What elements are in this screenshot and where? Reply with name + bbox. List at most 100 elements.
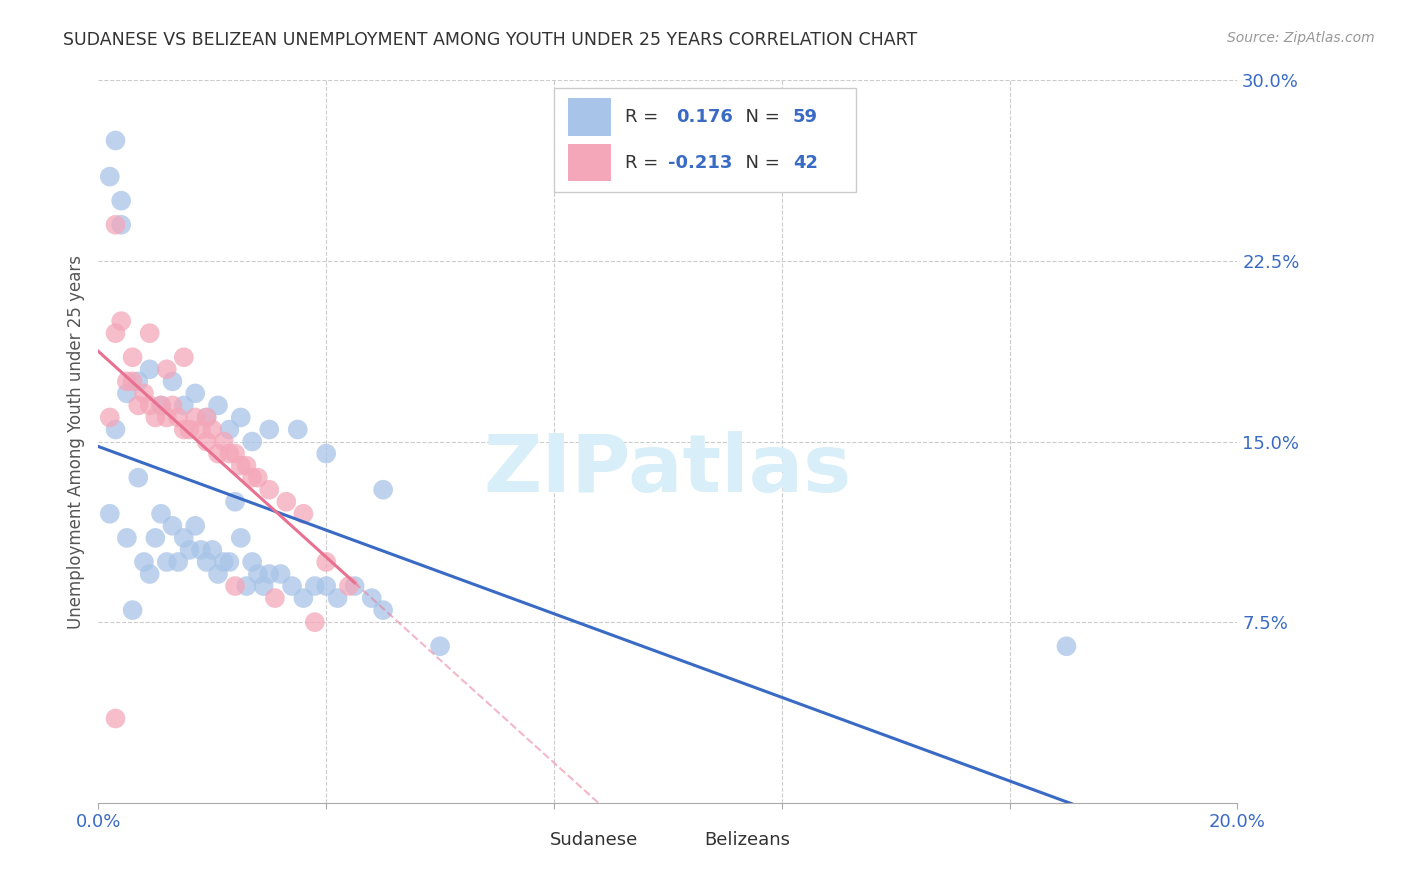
Point: [229, 410, 252, 425]
Text: -0.213: -0.213: [668, 153, 733, 171]
Point: [145, 410, 167, 425]
FancyBboxPatch shape: [554, 87, 856, 193]
Point: [150, 507, 173, 521]
Point: [201, 542, 224, 557]
Point: [115, 386, 138, 401]
Point: [292, 591, 315, 605]
Point: [315, 579, 337, 593]
Point: [173, 422, 195, 436]
Point: [218, 446, 240, 460]
Text: 42: 42: [793, 153, 818, 171]
Text: N =: N =: [734, 108, 786, 126]
Point: [343, 579, 366, 593]
Point: [98, 507, 121, 521]
Point: [110, 194, 132, 208]
Point: [218, 555, 240, 569]
Point: [373, 483, 395, 497]
Point: [1056, 639, 1078, 653]
Point: [121, 603, 143, 617]
Point: [292, 507, 315, 521]
Point: [110, 218, 132, 232]
Text: ZIPatlas: ZIPatlas: [484, 432, 852, 509]
FancyBboxPatch shape: [503, 824, 543, 857]
Point: [173, 531, 195, 545]
Point: [287, 422, 309, 436]
Y-axis label: Unemployment Among Youth under 25 years: Unemployment Among Youth under 25 years: [66, 254, 84, 629]
Point: [195, 410, 218, 425]
Point: [281, 579, 304, 593]
Text: Belizeans: Belizeans: [704, 831, 790, 849]
Point: [121, 350, 143, 364]
Point: [179, 422, 201, 436]
FancyBboxPatch shape: [657, 824, 696, 857]
Point: [212, 434, 235, 449]
Point: [184, 410, 207, 425]
Point: [184, 518, 207, 533]
Point: [315, 555, 337, 569]
Point: [240, 434, 263, 449]
Point: [373, 603, 395, 617]
Point: [337, 579, 360, 593]
Point: [259, 483, 281, 497]
Point: [173, 398, 195, 412]
Text: SUDANESE VS BELIZEAN UNEMPLOYMENT AMONG YOUTH UNDER 25 YEARS CORRELATION CHART: SUDANESE VS BELIZEAN UNEMPLOYMENT AMONG …: [63, 31, 918, 49]
Point: [138, 567, 160, 582]
Point: [235, 458, 257, 473]
Point: [98, 169, 121, 184]
Point: [138, 398, 160, 412]
Point: [240, 555, 263, 569]
Point: [127, 398, 149, 412]
Point: [132, 555, 155, 569]
Point: [201, 422, 224, 436]
Point: [156, 362, 179, 376]
Point: [150, 398, 173, 412]
Point: [162, 518, 184, 533]
Point: [104, 422, 127, 436]
Point: [190, 542, 212, 557]
Text: R =: R =: [624, 108, 664, 126]
Point: [121, 374, 143, 388]
Point: [173, 350, 195, 364]
Point: [264, 591, 287, 605]
Point: [224, 446, 246, 460]
Point: [224, 494, 246, 508]
Point: [162, 374, 184, 388]
Point: [207, 446, 229, 460]
Point: [240, 470, 263, 484]
Point: [195, 434, 218, 449]
Point: [195, 555, 218, 569]
Text: Source: ZipAtlas.com: Source: ZipAtlas.com: [1227, 31, 1375, 45]
Text: 59: 59: [793, 108, 818, 126]
Point: [259, 567, 281, 582]
Point: [127, 470, 149, 484]
Point: [179, 542, 201, 557]
Point: [167, 555, 190, 569]
Point: [156, 410, 179, 425]
Point: [212, 555, 235, 569]
Text: N =: N =: [734, 153, 786, 171]
Point: [235, 579, 257, 593]
Point: [252, 579, 274, 593]
Point: [224, 579, 246, 593]
Point: [190, 422, 212, 436]
Point: [138, 362, 160, 376]
Point: [315, 446, 337, 460]
Point: [304, 579, 326, 593]
Point: [259, 422, 281, 436]
Point: [162, 398, 184, 412]
Point: [145, 531, 167, 545]
Text: Sudanese: Sudanese: [550, 831, 638, 849]
Point: [246, 567, 269, 582]
Point: [115, 531, 138, 545]
Point: [246, 470, 269, 484]
Point: [138, 326, 160, 340]
Point: [156, 555, 179, 569]
Point: [326, 591, 349, 605]
Point: [207, 398, 229, 412]
FancyBboxPatch shape: [568, 98, 612, 136]
Point: [104, 712, 127, 726]
Point: [104, 133, 127, 147]
Point: [304, 615, 326, 630]
Point: [360, 591, 382, 605]
Point: [115, 374, 138, 388]
